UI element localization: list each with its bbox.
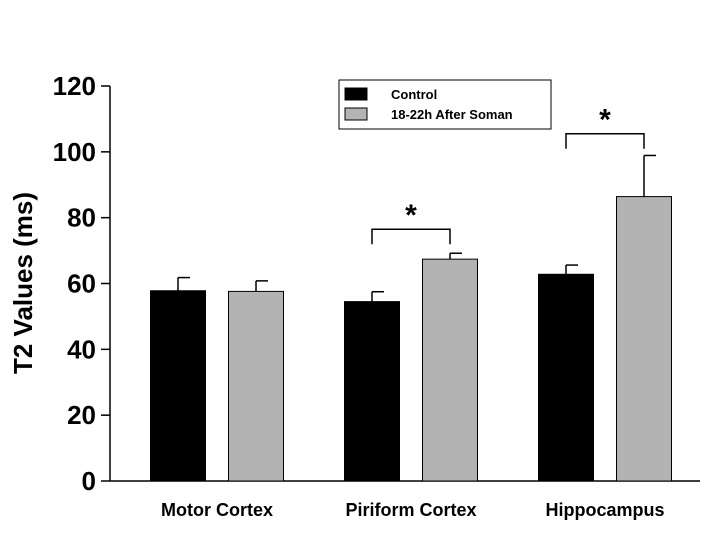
y-tick-label: 120 (53, 71, 96, 101)
bar (344, 301, 400, 482)
legend-swatch (344, 107, 368, 121)
y-axis-title: T2 Values (ms) (8, 192, 38, 374)
bar (538, 273, 594, 482)
error-bars (177, 154, 656, 302)
y-tick-label: 100 (53, 137, 96, 167)
legend: Control 18-22h After Soman (338, 79, 552, 130)
significance-bracket (565, 132, 645, 149)
category-label: Hippocampus (545, 500, 664, 520)
bars (150, 196, 672, 482)
bar (616, 196, 672, 482)
y-axis-ticks: 0 20 40 60 80 100 120 (53, 71, 110, 496)
y-tick-label: 20 (67, 400, 96, 430)
y-tick-label: 40 (67, 334, 96, 364)
category-label: Motor Cortex (161, 500, 273, 520)
significance-markers: ** (371, 104, 645, 245)
bar (228, 290, 284, 482)
significance-star: * (599, 104, 611, 137)
bar (150, 290, 206, 482)
bar (422, 258, 478, 482)
legend-box (338, 79, 552, 130)
legend-label: 18-22h After Soman (391, 107, 513, 122)
category-labels: Motor Cortex Piriform Cortex Hippocampus (161, 500, 665, 520)
y-tick-label: 80 (67, 203, 96, 233)
category-label: Piriform Cortex (345, 500, 476, 520)
legend-label: Control (391, 87, 437, 102)
y-tick-label: 0 (82, 466, 96, 496)
y-tick-label: 60 (67, 269, 96, 299)
significance-star: * (405, 199, 417, 232)
significance-bracket (371, 228, 451, 245)
legend-swatch (344, 87, 368, 101)
